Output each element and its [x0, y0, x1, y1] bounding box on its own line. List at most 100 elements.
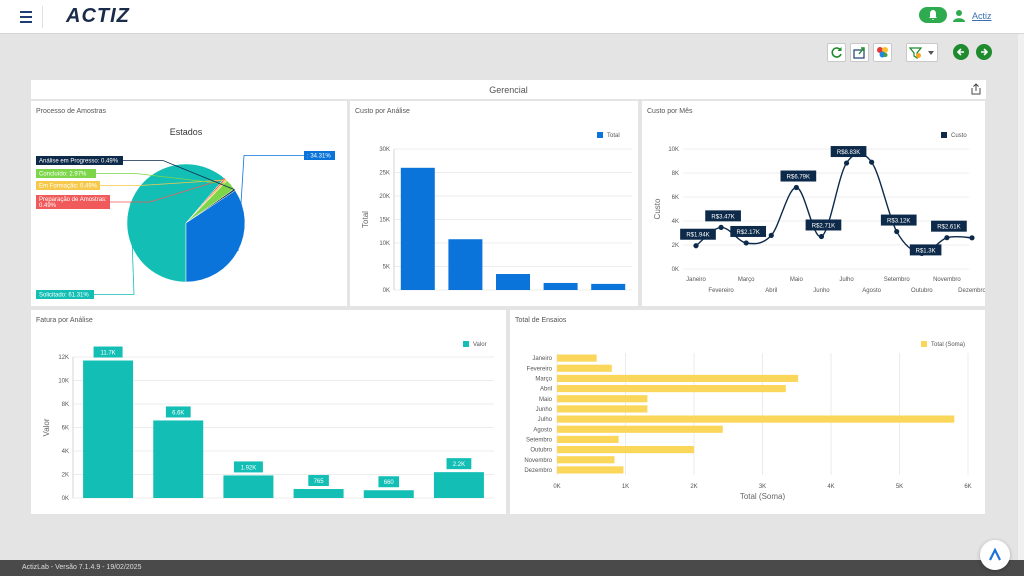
bar — [557, 415, 955, 423]
y-tick-label: Novembro — [524, 458, 552, 464]
y-axis-label: Custo — [653, 198, 662, 219]
x-tick-label: 3K — [759, 484, 766, 490]
app-logo[interactable]: ACTIZ — [66, 5, 130, 27]
user-profile-link[interactable]: Actiz — [972, 11, 992, 21]
y-tick-label: Maio — [539, 397, 553, 403]
data-label-box — [165, 406, 191, 418]
panel-custo-analise: Custo por Análise 0K 5K 10K 15K 20K 25K 30K Tot… — [350, 101, 638, 306]
refresh-button[interactable] — [827, 43, 846, 62]
pie-leader-line — [110, 178, 226, 203]
data-label: R$1.94K — [686, 233, 709, 239]
pie-label-box — [36, 156, 123, 165]
x-tick-label: Dezembro — [958, 288, 985, 294]
legend-swatch — [921, 341, 927, 347]
bar — [557, 385, 786, 393]
hamburger-menu-icon[interactable] — [16, 8, 36, 26]
data-label-box — [93, 346, 123, 358]
pie-label: Em Formação: 0.49% — [39, 184, 98, 190]
pie-leader-line — [100, 179, 227, 186]
data-label: 1.92K — [241, 465, 257, 471]
bar — [557, 405, 648, 413]
data-point — [768, 232, 774, 238]
export-button[interactable] — [850, 43, 869, 62]
y-tick-label: Fevereiro — [527, 366, 553, 372]
x-tick-label: Abril — [765, 288, 777, 294]
x-tick-label: Agosto — [862, 288, 881, 294]
assistant-button[interactable] — [980, 540, 1010, 570]
y-tick-label: Setembro — [526, 437, 553, 443]
palette-button[interactable] — [873, 43, 892, 62]
data-label-box — [308, 475, 329, 487]
data-label: 6.6K — [172, 410, 184, 416]
data-label: 660 — [384, 480, 395, 486]
bar — [496, 274, 530, 290]
refresh-icon — [831, 47, 842, 58]
line-chart: 0K 2K 4K 6K 8K 10K Custo Custo R$1.94K Janeiro R$3… — [653, 132, 985, 294]
panel-title: Total de Ensaios — [515, 317, 567, 324]
y-tick-label: 10K — [668, 147, 679, 153]
y-axis-label: Total — [361, 211, 370, 228]
data-point — [894, 228, 900, 235]
data-point — [944, 235, 950, 241]
pie-leader-line — [94, 202, 135, 295]
bar-chart: 0K 2K 4K 6K 8K 10K 12K Valor Valor 11.7K 6.6K 1.92K… — [42, 341, 494, 502]
pie-label: Concluído: 2.97% — [39, 172, 87, 178]
data-label-box — [446, 458, 472, 470]
bar — [363, 490, 414, 498]
horizontal-bar-chart: 0K 1K 2K 3K 4K 5K 6K Total (Soma) Total (Soma) Ja… — [524, 341, 972, 501]
y-tick-label: 6K — [672, 195, 679, 201]
y-tick-label: Outubro — [530, 448, 552, 454]
bar — [557, 466, 624, 474]
legend-swatch — [463, 341, 469, 347]
next-button[interactable] — [976, 44, 992, 60]
y-tick-label: 2K — [672, 243, 679, 249]
pie-label-box — [36, 181, 100, 190]
bar — [557, 425, 723, 433]
data-label: R$6.79K — [787, 175, 810, 181]
dashboard-title: Gerencial — [489, 85, 528, 95]
data-label: R$8.83K — [837, 150, 860, 156]
notifications-button[interactable] — [919, 7, 947, 23]
data-label: R$3.12K — [887, 219, 910, 225]
panel-title: Processo de Amostras — [36, 108, 107, 115]
data-label-box — [233, 461, 263, 473]
data-label: R$3.47K — [711, 214, 734, 220]
pie-label-box — [304, 151, 335, 160]
divider — [42, 6, 43, 28]
bar — [557, 374, 799, 382]
y-tick-label: Abril — [540, 387, 552, 393]
data-point — [718, 224, 724, 230]
y-tick-label: 4K — [62, 449, 69, 455]
pie-chart: Estados Solicitado: 61.31% Preparação de A… — [36, 127, 335, 299]
bar — [448, 239, 483, 290]
y-tick-label: Março — [535, 376, 552, 382]
previous-button[interactable] — [953, 44, 969, 60]
data-label: R$2.17K — [737, 230, 760, 236]
x-tick-label: Outubro — [911, 288, 933, 294]
x-tick-label: 6K — [964, 484, 971, 490]
chart-title: Estados — [170, 127, 203, 137]
y-tick-label: 2K — [62, 473, 69, 479]
filter-dropdown-button[interactable] — [906, 43, 938, 62]
bar — [557, 354, 597, 362]
y-tick-label: Agosto — [533, 427, 552, 433]
data-point — [793, 184, 799, 191]
y-tick-label: 6K — [62, 426, 69, 432]
x-tick-label: 5K — [896, 484, 903, 490]
pie-label: Solicitado: 61.31% — [39, 293, 89, 299]
data-label-box — [931, 220, 967, 232]
data-point — [743, 240, 749, 246]
arrow-left-icon — [956, 48, 964, 56]
bell-icon — [929, 10, 937, 20]
data-label: R$1.3K — [916, 248, 936, 254]
panel-title: Fatura por Análise — [36, 317, 93, 324]
data-label-box — [780, 170, 817, 182]
y-tick-label: 5K — [383, 265, 390, 271]
share-icon[interactable] — [970, 83, 982, 95]
scrollbar[interactable] — [1018, 34, 1024, 560]
y-tick-label: 25K — [379, 171, 390, 177]
pie-label: 0.49% — [39, 203, 57, 209]
panel-title: Custo por Mês — [647, 108, 693, 115]
data-label: 765 — [314, 479, 325, 485]
data-label-box — [909, 244, 942, 256]
